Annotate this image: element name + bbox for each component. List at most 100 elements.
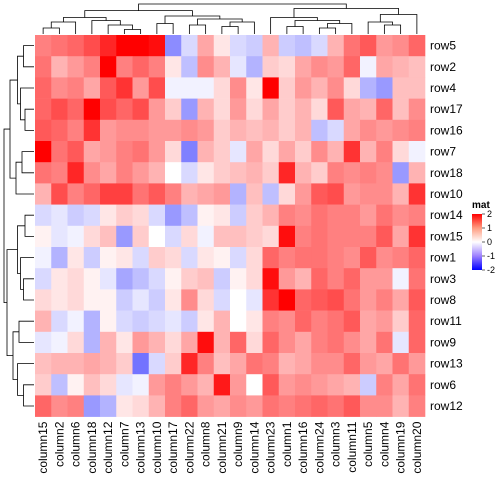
- heatmap-cell: [165, 183, 182, 205]
- heatmap-cell: [327, 225, 345, 248]
- heatmap-cell: [360, 268, 377, 290]
- heatmap-cell: [51, 268, 68, 290]
- heatmap-cell: [181, 395, 198, 417]
- heatmap-cell: [327, 98, 345, 121]
- heatmap-cell: [262, 268, 280, 290]
- column-label: column4: [377, 421, 391, 467]
- dendrogram-branch: [367, 21, 393, 34]
- heatmap-cell: [295, 374, 312, 396]
- legend-tick-label: 1: [487, 223, 492, 233]
- heatmap-cell: [392, 268, 410, 290]
- heatmap-cell: [262, 77, 280, 99]
- heatmap-cell: [262, 141, 280, 163]
- heatmap-cell: [197, 119, 215, 142]
- heatmap-cell: [311, 225, 328, 248]
- heatmap-cell: [360, 77, 377, 99]
- heatmap-cell: [230, 183, 247, 205]
- heatmap-cell: [35, 141, 52, 163]
- heatmap-cell: [230, 331, 247, 354]
- legend-tick-label: 2: [487, 209, 492, 219]
- heatmap-cell: [132, 395, 150, 417]
- column-label: column3: [329, 421, 343, 467]
- heatmap-cell: [230, 98, 247, 121]
- heatmap-cell: [246, 141, 263, 163]
- heatmap-cell: [181, 225, 198, 248]
- heatmap-cell: [165, 77, 182, 99]
- heatmap-cell: [197, 204, 215, 227]
- dendrogram-branch: [383, 24, 402, 34]
- heatmap-cell: [295, 119, 312, 142]
- heatmap-cell: [181, 289, 198, 311]
- heatmap-cell: [165, 119, 182, 142]
- heatmap-cell: [262, 289, 280, 311]
- column-label: column12: [101, 421, 115, 473]
- heatmap-cell: [132, 98, 150, 121]
- heatmap-cell: [376, 353, 393, 375]
- heatmap-cell: [392, 225, 410, 248]
- heatmap-cell: [376, 289, 393, 311]
- heatmap-cell: [51, 395, 68, 417]
- row-label: row5: [430, 39, 456, 53]
- heatmap-cell: [392, 310, 410, 333]
- heatmap-cell: [100, 247, 117, 269]
- heatmap-cell: [408, 395, 426, 417]
- heatmap-cell: [295, 289, 312, 311]
- heatmap-cell: [132, 289, 150, 311]
- column-label: column11: [345, 421, 359, 472]
- heatmap-cell: [148, 331, 166, 354]
- heatmap-cell: [327, 268, 345, 290]
- heatmap-cell: [35, 225, 52, 248]
- heatmap-cell: [165, 331, 182, 354]
- heatmap-cell: [376, 395, 393, 417]
- dendrogram-branch: [24, 214, 34, 237]
- heatmap-cell: [100, 289, 117, 311]
- heatmap-cell: [51, 289, 68, 311]
- heatmap-cell: [311, 35, 328, 57]
- heatmap-cell: [165, 395, 182, 417]
- heatmap-cell: [100, 162, 117, 184]
- heatmap-cell: [230, 268, 247, 290]
- heatmap-cell: [181, 268, 198, 290]
- heatmap-cell: [230, 119, 247, 142]
- dendrogram-branch: [3, 128, 10, 304]
- heatmap-cell: [230, 162, 247, 184]
- heatmap-cell: [116, 225, 133, 248]
- heatmap-cell: [278, 119, 296, 142]
- heatmap-cell: [181, 353, 198, 375]
- heatmap-cell: [230, 289, 247, 311]
- heatmap-cell: [132, 353, 150, 375]
- heatmap-cell: [148, 395, 166, 417]
- row-label: row11: [430, 314, 462, 328]
- dendrogram-branch: [138, 3, 347, 11]
- heatmap-cell: [181, 374, 198, 396]
- dendrogram-branch: [379, 14, 418, 34]
- heatmap-cell: [51, 98, 68, 121]
- heatmap-cells: [35, 35, 426, 417]
- heatmap-cell: [35, 56, 52, 78]
- dendrogram-branch: [123, 29, 142, 34]
- dendrogram-branch: [286, 26, 304, 34]
- heatmap-cell: [343, 395, 361, 417]
- dendrogram-branch: [156, 23, 174, 34]
- legend-tick-label: -2: [487, 265, 495, 275]
- heatmap-cell: [197, 289, 215, 311]
- heatmap-cell: [327, 183, 345, 205]
- heatmap-cell: [83, 310, 101, 333]
- heatmap-cell: [100, 183, 117, 205]
- heatmap-cell: [408, 98, 426, 121]
- heatmap-cell: [116, 35, 133, 57]
- heatmap-cell: [392, 353, 410, 375]
- heatmap-cell: [278, 183, 296, 205]
- column-label: column23: [264, 421, 278, 473]
- dendrogram-branch: [318, 27, 337, 34]
- heatmap-cell: [246, 310, 263, 333]
- heatmap-cell: [327, 56, 345, 78]
- heatmap-cell: [262, 247, 280, 269]
- heatmap-cell: [197, 268, 215, 290]
- heatmap-cell: [278, 289, 296, 311]
- heatmap-cell: [165, 353, 182, 375]
- heatmap-cell: [83, 353, 101, 375]
- heatmap-cell: [132, 225, 150, 248]
- heatmap-cell: [35, 374, 52, 396]
- heatmap-cell: [197, 353, 215, 375]
